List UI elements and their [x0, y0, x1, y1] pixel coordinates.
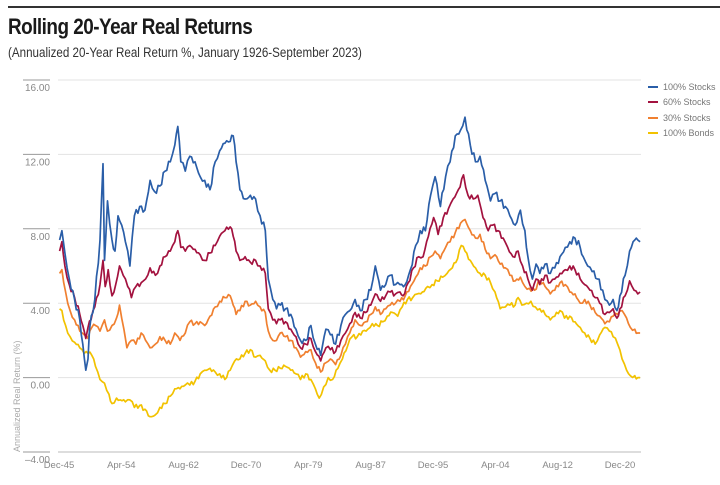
legend-swatch [648, 132, 658, 135]
y-tick-label: 8.00 [31, 232, 51, 243]
legend-label: 60% Stocks [663, 97, 711, 108]
y-tick-label: 4.00 [31, 306, 51, 317]
y-tick-label: 16.00 [25, 83, 50, 94]
legend-label: 100% Stocks [663, 81, 716, 92]
x-tick-label: Apr-04 [481, 460, 510, 471]
chart-subtitle: (Annualized 20-Year Real Return %, Janua… [8, 45, 362, 60]
series-line-100-stocks [58, 116, 641, 372]
top-rule [8, 6, 720, 8]
legend-swatch [648, 116, 658, 119]
series-lines [58, 116, 641, 418]
legend-label: 30% Stocks [663, 112, 711, 123]
y-tick-label: 0.00 [31, 381, 51, 392]
legend: 100% Stocks 60% Stocks 30% Stocks 100% Bond… [648, 79, 716, 141]
x-tick-label: Dec-45 [44, 460, 75, 471]
x-tick-label: Dec-20 [605, 460, 636, 471]
legend-label: 100% Bonds [663, 128, 715, 139]
y-axis-ticks: 16.00 12.00 8.00 4.00 0.00 –4.00 [23, 79, 51, 466]
x-tick-label: Aug-12 [542, 460, 573, 471]
legend-swatch [648, 101, 658, 104]
y-tick-label: –4.00 [25, 455, 50, 466]
x-axis-ticks: Dec-45 Apr-54 Aug-62 Dec-70 Apr-79 Aug-87 Dec-… [44, 460, 636, 471]
x-tick-label: Apr-54 [107, 460, 136, 471]
series-line-30-stocks [58, 218, 641, 373]
x-tick-label: Dec-70 [231, 460, 262, 471]
series-line-100-bonds [59, 244, 641, 418]
legend-item: 100% Bonds [648, 126, 716, 142]
x-tick-label: Dec-95 [418, 460, 449, 471]
x-tick-label: Apr-79 [294, 460, 323, 471]
chart-title: Rolling 20-Year Real Returns [8, 14, 253, 39]
x-tick-label: Aug-87 [355, 460, 386, 471]
gridlines [58, 79, 641, 453]
series-line-60-stocks [58, 174, 641, 362]
y-axis-label: Annualized Real Return (%) [12, 340, 22, 452]
legend-item: 30% Stocks [648, 110, 716, 126]
legend-item: 60% Stocks [648, 95, 716, 111]
y-tick-label: 12.00 [25, 157, 50, 168]
legend-swatch [648, 85, 658, 88]
legend-item: 100% Stocks [648, 79, 716, 95]
x-tick-label: Aug-62 [168, 460, 199, 471]
